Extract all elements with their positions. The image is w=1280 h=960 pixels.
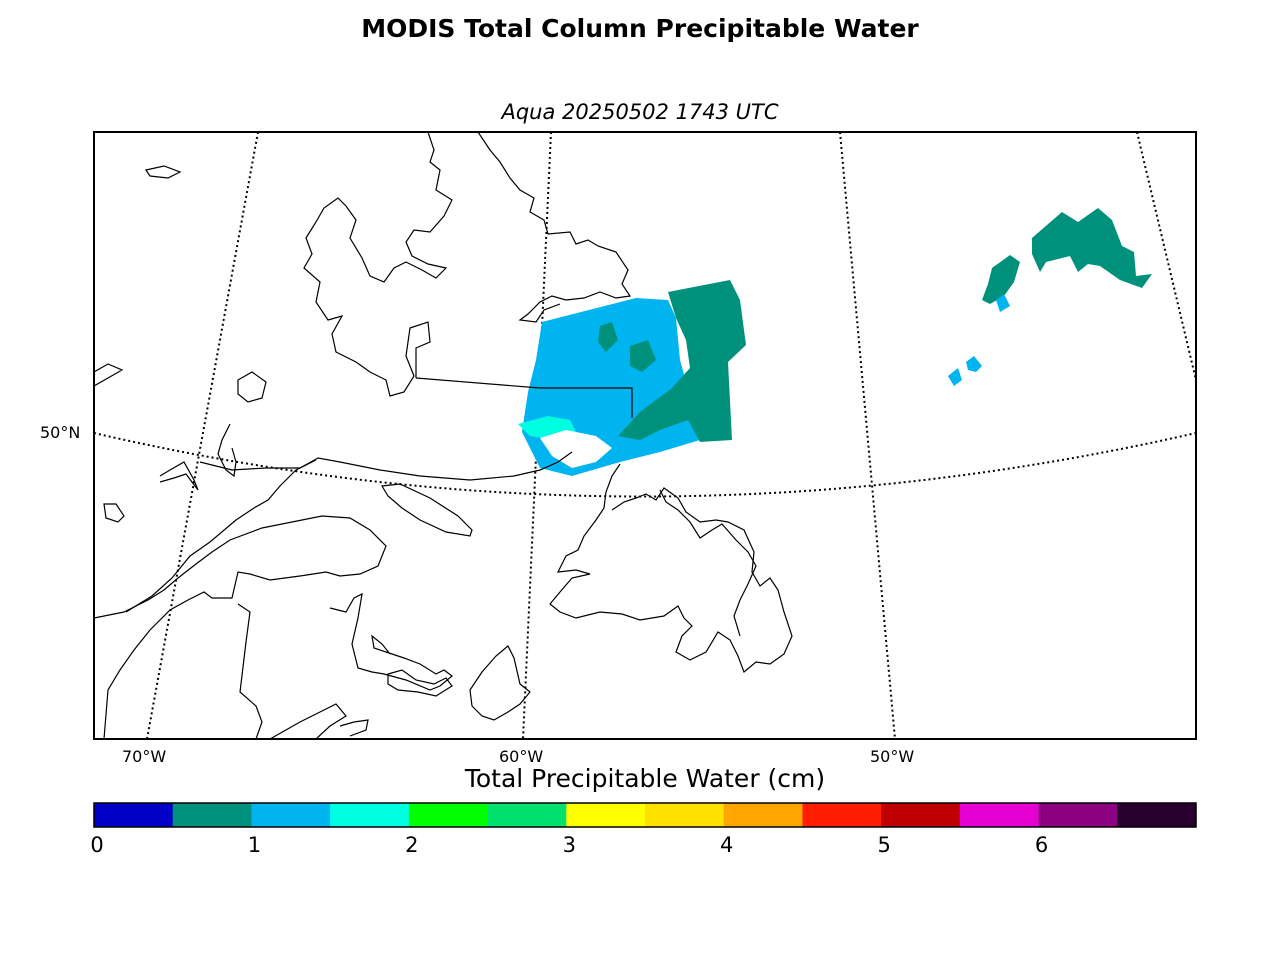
colorbar-tick-label: 2 xyxy=(405,833,419,857)
lake-island xyxy=(237,371,267,403)
colorbar-swatch xyxy=(1117,803,1197,827)
colorbar-swatch xyxy=(408,803,489,827)
colorbar-swatch xyxy=(959,803,1040,827)
newfoundland xyxy=(549,463,793,674)
graticule xyxy=(94,132,1196,739)
colorbar-frame xyxy=(93,802,1197,828)
map-area xyxy=(94,132,1196,739)
small-island-north xyxy=(145,165,182,179)
colorbar-swatch xyxy=(1038,803,1118,827)
pw-east-blue-3 xyxy=(948,368,962,386)
lon-label-60w: 60°W xyxy=(499,747,544,766)
meridian-60w xyxy=(522,132,552,739)
colorbar xyxy=(94,803,1197,827)
lon-label-70w: 70°W xyxy=(122,747,167,766)
parallel-50n xyxy=(94,432,1196,498)
newfoundland-peninsula xyxy=(659,489,757,637)
map-subtitle: Aqua 20250502 1743 UTC xyxy=(501,100,779,124)
colorbar-swatch xyxy=(487,803,567,827)
pw-east-teal-small xyxy=(982,255,1020,304)
pw-swath-teal-spots-2 xyxy=(630,340,656,372)
pw-swath-teal-spots xyxy=(598,322,618,352)
colorbar-tick-label: 5 xyxy=(877,833,891,857)
colorbar-swatch xyxy=(251,803,331,827)
nova-scotia xyxy=(237,603,369,739)
colorbar-swatch xyxy=(881,803,961,827)
meridian-70w xyxy=(146,132,259,739)
quebec-north-shore xyxy=(94,363,573,491)
colorbar-tick-label: 6 xyxy=(1034,833,1049,857)
labrador-east-coast xyxy=(477,132,632,323)
colorbar-swatch xyxy=(94,803,174,827)
colorbar-tick-label: 4 xyxy=(720,833,734,857)
page-title: MODIS Total Column Precipitable Water xyxy=(361,14,919,43)
colorbar-title: Total Precipitable Water (cm) xyxy=(464,764,826,793)
anticosti xyxy=(381,483,473,537)
belle-isle xyxy=(103,503,125,523)
gulf-st-lawrence-south xyxy=(94,515,387,739)
colorbar-swatch xyxy=(330,803,410,827)
colorbar-swatch xyxy=(802,803,882,827)
lon-label-50w: 50°W xyxy=(870,747,915,766)
map-frame xyxy=(93,131,1197,740)
meridian-40w xyxy=(1136,132,1196,381)
pw-east-patch xyxy=(948,208,1152,386)
cape-breton xyxy=(469,645,531,721)
colorbar-swatch xyxy=(566,803,646,827)
pw-swath-teal-main xyxy=(618,280,746,442)
colorbar-swatch xyxy=(172,803,252,827)
inlet-west xyxy=(217,423,237,478)
pw-east-blue-2 xyxy=(966,356,982,372)
lat-label-50n: 50°N xyxy=(40,423,81,442)
st-lawrence-north xyxy=(125,459,317,613)
pei xyxy=(387,669,453,697)
meridian-50w xyxy=(839,132,896,739)
coastlines xyxy=(94,132,793,739)
pw-swath xyxy=(518,280,746,476)
colorbar-tick-label: 0 xyxy=(90,833,104,857)
colorbar-tick-label: 3 xyxy=(562,833,576,857)
pw-east-blue-1 xyxy=(996,294,1010,312)
pw-east-teal-large xyxy=(1032,208,1152,288)
labrador-border xyxy=(415,377,633,418)
pw-swath-white-gaps xyxy=(540,430,612,468)
colorbar-swatch xyxy=(645,803,725,827)
new-brunswick xyxy=(329,592,453,691)
colorbar-swatch xyxy=(723,803,803,827)
labrador-coast xyxy=(303,132,453,397)
colorbar-tick-label: 1 xyxy=(247,833,262,857)
